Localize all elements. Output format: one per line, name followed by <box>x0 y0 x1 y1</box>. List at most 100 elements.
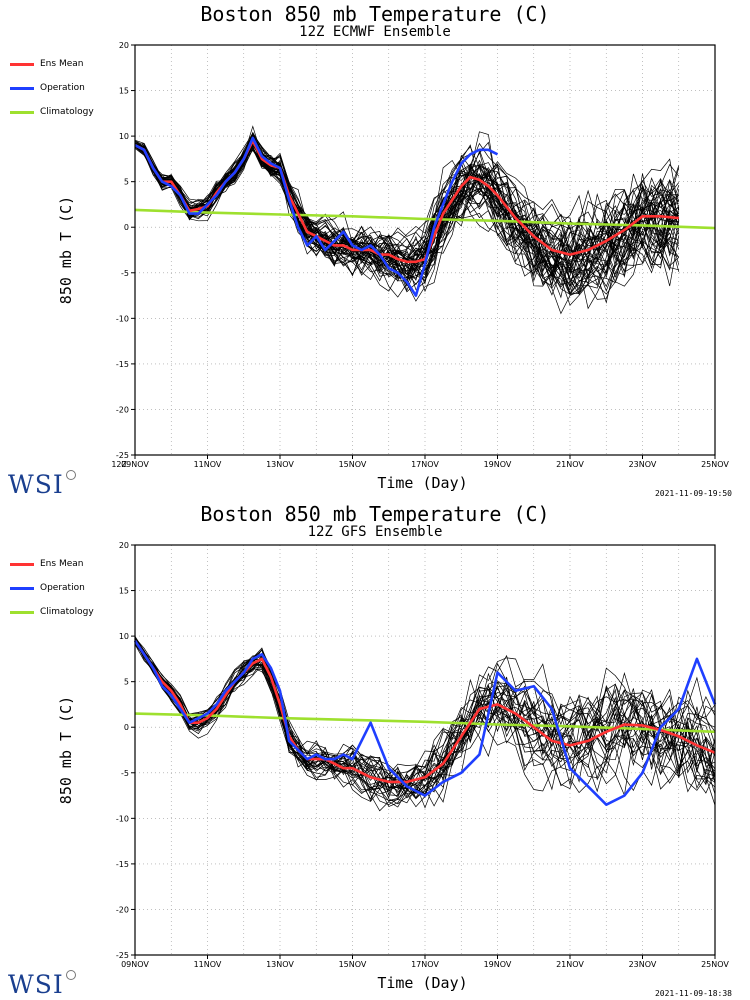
y-tick-label: -15 <box>116 860 129 869</box>
ensemble-member-line <box>134 642 716 812</box>
y-tick-label: 0 <box>124 223 129 232</box>
timestamp: 2021-11-09-18:38 <box>654 989 732 998</box>
y-tick-label: -5 <box>121 769 129 778</box>
x-tick-label: 15NOV <box>339 460 367 469</box>
ensemble-member-line <box>134 636 716 790</box>
y-tick-label: -20 <box>116 905 129 914</box>
ensemble-member-line <box>134 146 680 315</box>
ensemble-member-line <box>134 639 716 802</box>
ensemble-member-line <box>134 139 680 259</box>
x-axis-label: Time (Day) <box>377 474 468 492</box>
x-tick-label: 25NOV <box>701 460 729 469</box>
ensemble-member-line <box>134 637 716 792</box>
legend: Ens Mean Operation Climatology <box>10 52 94 124</box>
y-tick-label: 5 <box>124 678 129 687</box>
x-tick-label: 19NOV <box>484 460 512 469</box>
ensemble-member-line <box>134 137 680 292</box>
ensemble-member-line <box>134 132 679 293</box>
y-tick-label: -20 <box>116 405 129 414</box>
ensemble-member-line <box>134 140 680 275</box>
y-tick-label: -25 <box>116 951 129 960</box>
legend-item-climatology: Climatology <box>10 600 94 624</box>
x-tick-label: 15NOV <box>339 960 367 969</box>
timestamp: 2021-11-09-19:50 <box>654 489 732 498</box>
legend-item-ens-mean: Ens Mean <box>10 552 94 576</box>
legend-swatch <box>10 562 34 566</box>
y-tick-label: 10 <box>119 132 129 141</box>
ensemble-member-line <box>134 134 680 299</box>
x-tick-label: 11NOV <box>194 960 222 969</box>
y-tick-label: 0 <box>124 723 129 732</box>
x-tick-label: 17NOV <box>411 460 439 469</box>
x-tick-label: 09NOV <box>121 960 149 969</box>
legend-label: Operation <box>40 583 85 593</box>
ensemble-member-line <box>134 644 716 809</box>
y-tick-label: 20 <box>119 541 129 550</box>
legend-item-ens-mean: Ens Mean <box>10 52 94 76</box>
legend-item-operation: Operation <box>10 576 94 600</box>
climatology-line <box>134 208 716 230</box>
y-axis-ticks: -25 -20 -15 -10 -5 0 5 10 15 20 <box>116 41 135 460</box>
wsi-logo: WSI <box>8 470 64 499</box>
legend-item-climatology: Climatology <box>10 100 94 124</box>
y-tick-label: -25 <box>116 451 129 460</box>
y-tick-label: 10 <box>119 632 129 641</box>
y-tick-label: -15 <box>116 360 129 369</box>
legend-label: Operation <box>40 83 85 93</box>
gridlines <box>135 545 715 955</box>
legend-label: Ens Mean <box>40 559 84 569</box>
y-tick-label: -5 <box>121 269 129 278</box>
y-tick-label: 20 <box>119 41 129 50</box>
chart-title: Boston 850 mb Temperature (C) <box>200 2 550 26</box>
gfs-panel: Boston 850 mb Temperature (C) 12Z GFS En… <box>0 500 750 1000</box>
legend-item-operation: Operation <box>10 76 94 100</box>
y-tick-label: -10 <box>116 814 129 823</box>
x-tick-label: 13NOV <box>266 960 294 969</box>
x-tick-prefix: 12Z <box>111 460 127 469</box>
ensemble-member-line <box>134 638 716 808</box>
ensemble-member-line <box>134 144 680 273</box>
chart-plot: -25 -20 -15 -10 -5 0 5 10 15 20 09NOV 11NOV 13NOV 15N… <box>111 41 729 469</box>
logo-mark-icon <box>66 470 76 480</box>
ens-mean-line <box>133 639 716 784</box>
x-tick-label: 23NOV <box>629 960 657 969</box>
x-axis-ticks: 09NOV 11NOV 13NOV 15NOV 17NOV 19NOV 21NOV 23NOV… <box>121 955 729 969</box>
legend-swatch <box>10 610 34 614</box>
x-tick-label: 21NOV <box>556 460 584 469</box>
legend-swatch <box>10 86 34 90</box>
y-tick-label: -10 <box>116 314 129 323</box>
chart-subtitle: 12Z GFS Ensemble <box>307 524 443 540</box>
y-tick-label: 15 <box>119 587 129 596</box>
ensemble-member-line <box>134 639 716 799</box>
legend-swatch <box>10 586 34 590</box>
x-tick-label: 25NOV <box>701 960 729 969</box>
ensemble-members <box>134 125 680 315</box>
wsi-logo: WSI <box>8 970 64 999</box>
x-tick-label: 17NOV <box>411 960 439 969</box>
legend: Ens Mean Operation Climatology <box>10 552 94 624</box>
ecmwf-panel: Boston 850 mb Temperature (C) 12Z ECMWF … <box>8 2 732 499</box>
logo-mark-icon <box>66 970 76 980</box>
legend-label: Climatology <box>40 607 94 617</box>
chart-plot: -25 -20 -15 -10 -5 0 5 10 15 20 09NOV 11NOV 13NOV 15N… <box>116 541 730 969</box>
legend-swatch <box>10 62 34 66</box>
x-axis-ticks: 09NOV 11NOV 13NOV 15NOV 17NOV 19NOV 21NOV 23NOV… <box>111 455 729 469</box>
x-tick-label: 19NOV <box>484 960 512 969</box>
y-axis-ticks: -25 -20 -15 -10 -5 0 5 10 15 20 <box>116 541 135 960</box>
x-tick-label: 13NOV <box>266 460 294 469</box>
chart-title: Boston 850 mb Temperature (C) <box>200 502 550 526</box>
y-tick-label: 15 <box>119 87 129 96</box>
x-tick-label: 11NOV <box>194 460 222 469</box>
x-axis-label: Time (Day) <box>377 974 468 992</box>
x-tick-label: 21NOV <box>556 960 584 969</box>
y-tick-label: 5 <box>124 178 129 187</box>
legend-swatch <box>10 110 34 114</box>
chart-subtitle: 12Z ECMWF Ensemble <box>299 24 451 40</box>
ensemble-member-line <box>134 140 680 295</box>
x-tick-label: 23NOV <box>629 460 657 469</box>
x-tick-label: 09NOV <box>121 460 149 469</box>
legend-label: Ens Mean <box>40 59 84 69</box>
ensemble-member-line <box>134 134 680 278</box>
operation-line <box>133 639 717 807</box>
operation-line <box>134 136 499 297</box>
